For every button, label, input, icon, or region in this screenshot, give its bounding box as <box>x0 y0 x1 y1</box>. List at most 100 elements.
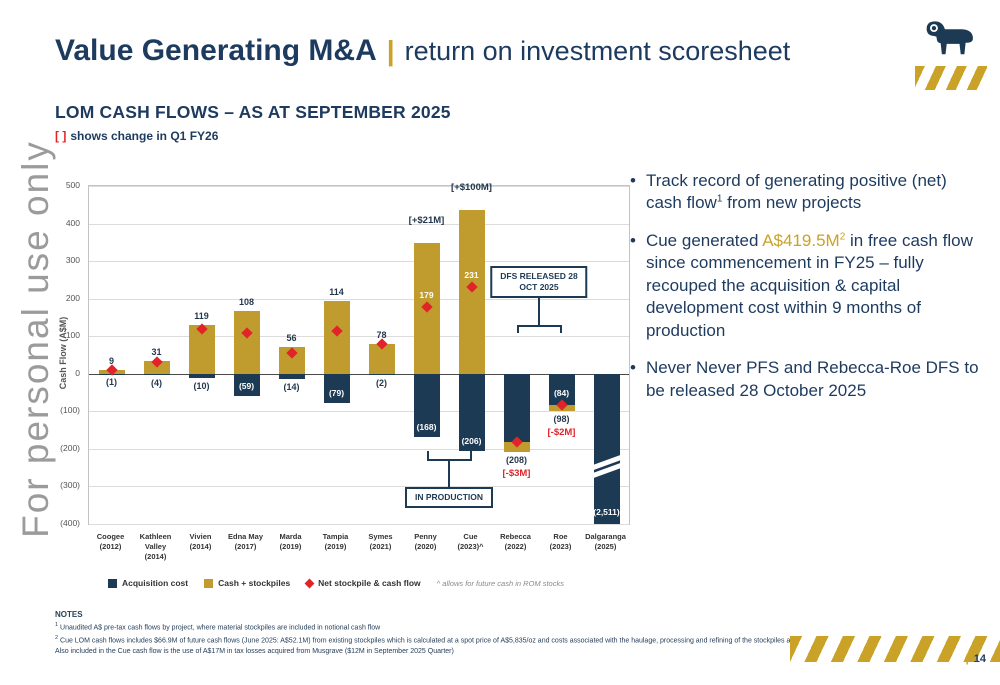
net-value-label: 114 <box>329 287 344 298</box>
acquisition-value-label: (10) <box>193 380 210 391</box>
net-value-label: 9 <box>108 356 114 367</box>
y-tick-label: 100 <box>65 330 80 341</box>
bullet-dot: • <box>630 358 636 378</box>
note-text: Also included in the Cue cash flow is th… <box>55 647 454 655</box>
y-axis: 500 400 300 200 100 0 (100) (200) (300) (400) <box>48 180 84 528</box>
bullet-item: • Cue generated A$419.5M2 in free cash f… <box>630 230 982 342</box>
cash-stockpiles-bar <box>233 311 260 374</box>
x-category-label: Roe (2023) <box>549 532 572 551</box>
y-tick-label: 500 <box>65 180 80 190</box>
legend-label: Net stockpile & cash flow <box>318 578 421 588</box>
acquisition-value-label: (59) <box>238 380 255 391</box>
acquisition-cost-bar <box>593 373 620 524</box>
bullet-text-segment: Track record of generating positive (net… <box>645 171 947 213</box>
diamond-marker-icon <box>304 578 315 588</box>
notes-heading: NOTES <box>55 610 83 619</box>
gridline <box>89 186 629 187</box>
title-separator: | <box>386 35 395 66</box>
bullet-text-segment: from new projects <box>722 193 862 213</box>
acquisition-value-label: (208) <box>505 454 527 465</box>
legend-label: Acquisition cost <box>122 578 189 588</box>
callout-bracket <box>516 324 562 327</box>
y-tick-label: (400) <box>60 518 80 528</box>
q1-change-label: [-$2M] <box>547 426 576 438</box>
slide-subtitle: return on investment scoresheet <box>404 36 791 66</box>
page-number: | 14 <box>966 653 986 665</box>
acquisition-cost-bar <box>503 373 530 443</box>
gold-stripes-decoration <box>790 636 1000 662</box>
legend-item: Cash + stockpiles <box>204 578 290 588</box>
highlighted-value: A$419.5M <box>762 230 840 250</box>
gridline <box>89 411 629 413</box>
y-tick-label: (100) <box>60 405 80 416</box>
gridline <box>89 373 629 375</box>
net-value-label: 78 <box>376 329 387 340</box>
footnote-superscript: 1 <box>55 622 59 628</box>
callout-box: DFS RELEASED 28 OCT 2025 <box>490 265 588 298</box>
x-category-label: Kathleen Valley (2014) <box>139 532 172 561</box>
bullets-panel: • Track record of generating positive (n… <box>630 170 982 417</box>
x-category-label: Penny (2020) <box>414 532 437 551</box>
acquisition-cost-bar <box>143 373 170 376</box>
acquisition-value-label: (98) <box>553 413 570 424</box>
change-bracket-note: [ ] <box>55 129 67 143</box>
note-line: Also included in the Cue cash flow is th… <box>55 647 985 658</box>
chart-subtitle: [ ] shows change in Q1 FY26 <box>55 129 451 143</box>
footnote-superscript: 2 <box>839 231 846 243</box>
bullet-text: Never Never PFS and Rebecca-Roe DFS to b… <box>646 357 982 402</box>
acquisition-cost-bar <box>413 373 440 437</box>
y-tick-label: 0 <box>75 367 80 378</box>
bullet-item: • Track record of generating positive (n… <box>630 170 982 215</box>
page-number-value: 14 <box>973 653 986 665</box>
chart-section: Cash Flow (A$M) 500 400 300 200 100 0 (100) (20… <box>48 178 638 610</box>
net-value-label: (84) <box>553 388 570 399</box>
callout-bracket <box>469 451 472 460</box>
chart-legend-items: Acquisition cost Cash + stockpiles Net sto… <box>108 578 421 588</box>
acquisition-cost-bar <box>368 373 395 375</box>
net-value-label: 56 <box>286 333 297 344</box>
acquisition-value-label: (1) <box>106 377 117 388</box>
acquisition-cost-bar <box>188 373 215 378</box>
bullet-text: Track record of generating positive (net… <box>646 170 982 215</box>
legend-item: Acquisition cost <box>108 578 188 588</box>
gridline <box>89 298 629 300</box>
note-line: 2 Cue LOM cash flows includes $66.9M of … <box>55 634 985 647</box>
gridline <box>89 448 629 450</box>
gold-stripes-icon <box>915 66 987 90</box>
x-category-label: Coogee (2012) <box>96 532 125 551</box>
y-tick-label: (200) <box>60 442 80 453</box>
acquisition-cost-bar <box>458 373 485 452</box>
bullet-text: Cue generated A$419.5M2 in free cash flo… <box>646 230 982 342</box>
q1-change-label: [+$100M] <box>451 181 492 193</box>
gridline <box>89 336 629 338</box>
q1-change-label: [-$3M] <box>502 467 531 479</box>
square-marker-icon <box>204 578 214 588</box>
chart-legend: Acquisition cost Cash + stockpiles Net sto… <box>108 578 638 588</box>
legend-item: Net stockpile & cash flow <box>304 578 421 588</box>
y-tick-label: (300) <box>60 480 80 491</box>
y-tick-label: 300 <box>65 255 80 266</box>
acquisition-value-label: (79) <box>328 388 345 399</box>
square-marker-icon <box>108 578 117 588</box>
acquisition-value-label: (206) <box>461 436 482 447</box>
net-value-label: 31 <box>151 346 162 357</box>
x-category-label: Marda (2019) <box>279 532 302 551</box>
note-line: 1 Unaudited A$ pre-tax cash flows by pro… <box>55 621 985 634</box>
gridline <box>89 524 629 525</box>
ram-icon <box>926 21 973 55</box>
note-text: Cue LOM cash flows includes $66.9M of fu… <box>58 637 876 645</box>
net-value-label: 179 <box>419 289 434 300</box>
x-category-label: Edna May (2017) <box>227 532 263 551</box>
notes-section: NOTES 1 Unaudited A$ pre-tax cash flows … <box>55 610 985 657</box>
net-value-label: 231 <box>464 270 479 281</box>
x-category-label: Tampia (2019) <box>322 532 349 551</box>
acquisition-cost-bar <box>323 373 350 404</box>
gridline <box>89 486 629 488</box>
footnote-superscript: 2 <box>55 634 59 641</box>
acquisition-value-label: (168) <box>416 421 437 432</box>
net-value-label: 108 <box>238 297 255 308</box>
bullet-dot: • <box>630 230 636 250</box>
bullet-text-segment: in free cash flow since commencement in … <box>645 230 973 340</box>
chart-footnote: ^ allows for future cash in ROM stocks <box>436 578 564 588</box>
